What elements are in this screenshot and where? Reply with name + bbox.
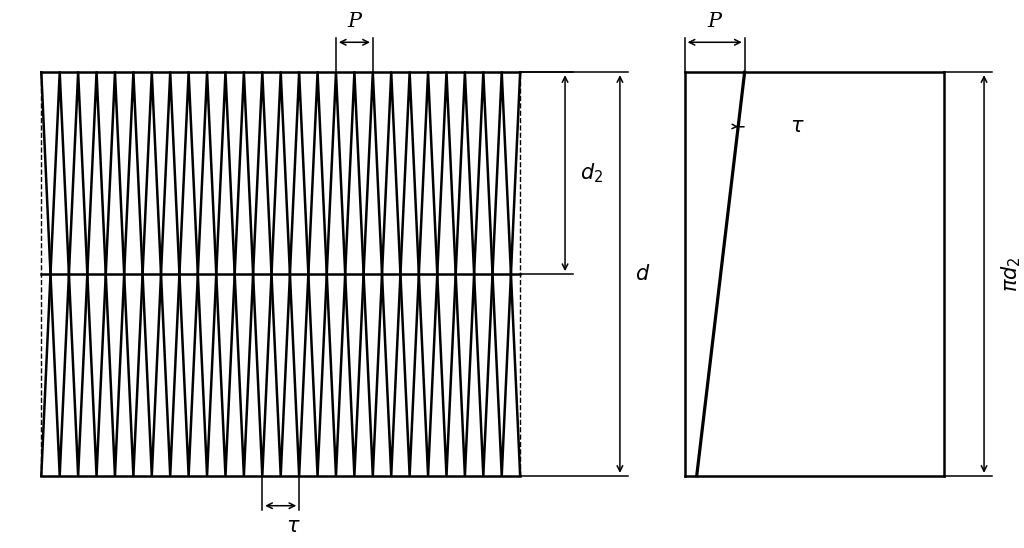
Text: $\pi d_2$: $\pi d_2$ (999, 256, 1023, 292)
Text: $\tau$: $\tau$ (286, 517, 300, 535)
Text: P: P (347, 13, 361, 31)
Text: $\tau$: $\tau$ (790, 117, 804, 136)
Text: P: P (708, 13, 722, 31)
Text: $d$: $d$ (635, 264, 650, 284)
Text: $d_2$: $d_2$ (580, 161, 603, 185)
